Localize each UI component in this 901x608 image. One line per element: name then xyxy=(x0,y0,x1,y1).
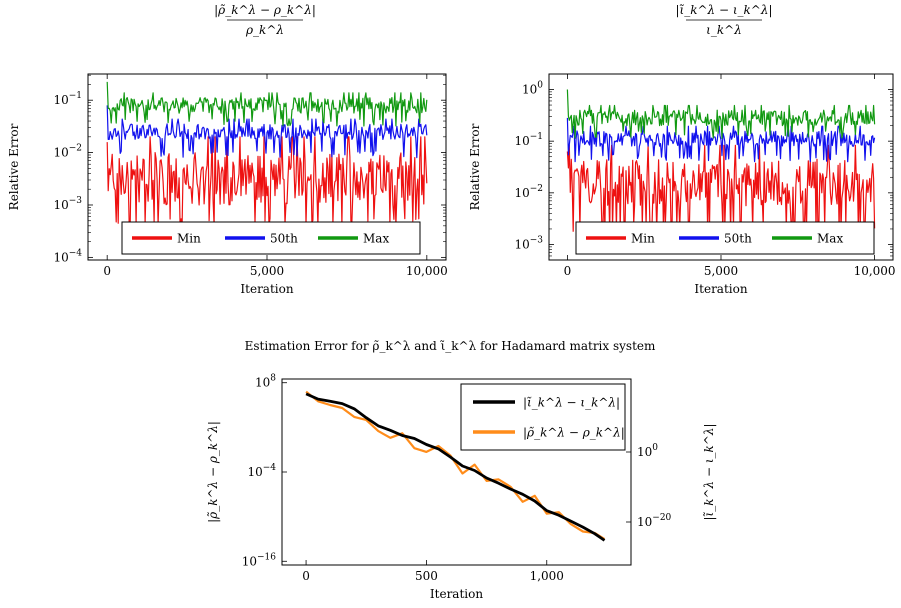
chart-title: |ι̃_k^λ − ι_k^λ| ι_k^λ xyxy=(675,3,772,37)
tick-base: 10 xyxy=(53,93,68,107)
tick-exponent: −2 xyxy=(69,144,82,154)
series-line-50th xyxy=(106,105,428,159)
series-line-min xyxy=(106,136,428,227)
x-axis-label: Iteration xyxy=(694,282,747,296)
y-tick-label: 10−3 xyxy=(514,236,543,252)
tick-exponent: −4 xyxy=(69,248,83,258)
tick-exponent: 8 xyxy=(270,374,276,384)
y-tick-label: 10−16 xyxy=(242,552,277,568)
tick-base: 10 xyxy=(637,515,652,529)
tick-exponent: −4 xyxy=(263,463,277,473)
x-tick-label: 0 xyxy=(564,264,572,278)
title-numerator: |ρ̃_k^λ − ρ_k^λ| xyxy=(214,3,316,17)
x-tick-label: 5,000 xyxy=(250,264,284,278)
tick-exponent: −3 xyxy=(69,196,83,206)
y-tick-label: 108 xyxy=(255,374,276,390)
title-denominator: ρ_k^λ xyxy=(245,23,284,37)
x-tick-label: 1,000 xyxy=(530,569,564,583)
tick-base: 10 xyxy=(522,83,537,97)
chart-title: |ρ̃_k^λ − ρ_k^λ| ρ_k^λ xyxy=(214,3,316,37)
tick-base: 10 xyxy=(53,198,68,212)
tick-base: 10 xyxy=(53,146,68,160)
series-line-max xyxy=(566,89,876,140)
x-tick-label: 10,000 xyxy=(854,264,896,278)
y-tick-label: 10−1 xyxy=(514,132,543,148)
legend-label: |ι̃_k^λ − ι_k^λ| xyxy=(523,396,620,410)
tick-exponent: −20 xyxy=(652,513,671,523)
x-axis-label: Iteration xyxy=(240,282,293,296)
y-tick-label: 100 xyxy=(522,81,543,97)
tick-base: 10 xyxy=(637,445,652,459)
x-tick-label: 500 xyxy=(415,569,438,583)
y-tick-label-right: 100 xyxy=(637,443,658,459)
x-tick-label: 0 xyxy=(302,569,310,583)
y-tick-label: 10−1 xyxy=(53,91,82,107)
y-axis-label: Relative Error xyxy=(468,123,482,210)
legend-box xyxy=(460,383,626,451)
series-line-rho xyxy=(305,390,606,540)
y-axis-label: Relative Error xyxy=(7,123,21,210)
tick-base: 10 xyxy=(247,465,262,479)
tick-base: 10 xyxy=(242,554,257,568)
tick-exponent: −3 xyxy=(530,236,544,246)
x-tick-label: 10,000 xyxy=(406,264,448,278)
tick-base: 10 xyxy=(514,238,529,252)
tick-exponent: −1 xyxy=(69,91,82,101)
legend-label: Min xyxy=(631,232,655,246)
tick-exponent: 0 xyxy=(652,443,658,453)
legend-label: 50th xyxy=(270,232,298,246)
series-line-min xyxy=(566,144,876,233)
y-tick-label: 10−2 xyxy=(514,184,543,200)
y-tick-label: 10−3 xyxy=(53,196,82,212)
tick-exponent: −1 xyxy=(530,132,543,142)
series-line-iota xyxy=(305,392,606,542)
tick-exponent: 0 xyxy=(537,81,543,91)
figure-caption: Estimation Error for ρ̃_k^λ and ι̃_k^λ f… xyxy=(245,339,656,353)
series-line-50th xyxy=(566,117,876,163)
y-axis-label-left: |ρ̃_k^λ − ρ_k^λ| xyxy=(206,421,220,523)
x-axis-label: Iteration xyxy=(430,587,483,601)
tick-base: 10 xyxy=(514,134,529,148)
y-tick-label: 10−4 xyxy=(247,463,276,479)
x-tick-label: 0 xyxy=(103,264,111,278)
legend-label: |ρ̃_k^λ − ρ_k^λ| xyxy=(523,426,625,440)
tick-exponent: −16 xyxy=(257,552,276,562)
y-tick-label: 10−4 xyxy=(53,248,82,264)
title-denominator: ι_k^λ xyxy=(706,23,742,37)
title-numerator: |ι̃_k^λ − ι_k^λ| xyxy=(675,3,772,17)
tick-base: 10 xyxy=(514,186,529,200)
tick-exponent: −2 xyxy=(530,184,543,194)
y-axis-label-right: |ι̃_k^λ − ι_k^λ| xyxy=(702,423,716,520)
tick-base: 10 xyxy=(255,376,270,390)
legend-label: Max xyxy=(363,232,389,246)
y-tick-label: 10−2 xyxy=(53,144,82,160)
legend-label: Max xyxy=(817,232,843,246)
legend-label: Min xyxy=(177,232,201,246)
series-line-max xyxy=(106,81,428,127)
tick-base: 10 xyxy=(53,250,68,264)
legend-label: 50th xyxy=(724,232,752,246)
x-tick-label: 5,000 xyxy=(704,264,738,278)
y-tick-label-right: 10−20 xyxy=(637,513,672,529)
